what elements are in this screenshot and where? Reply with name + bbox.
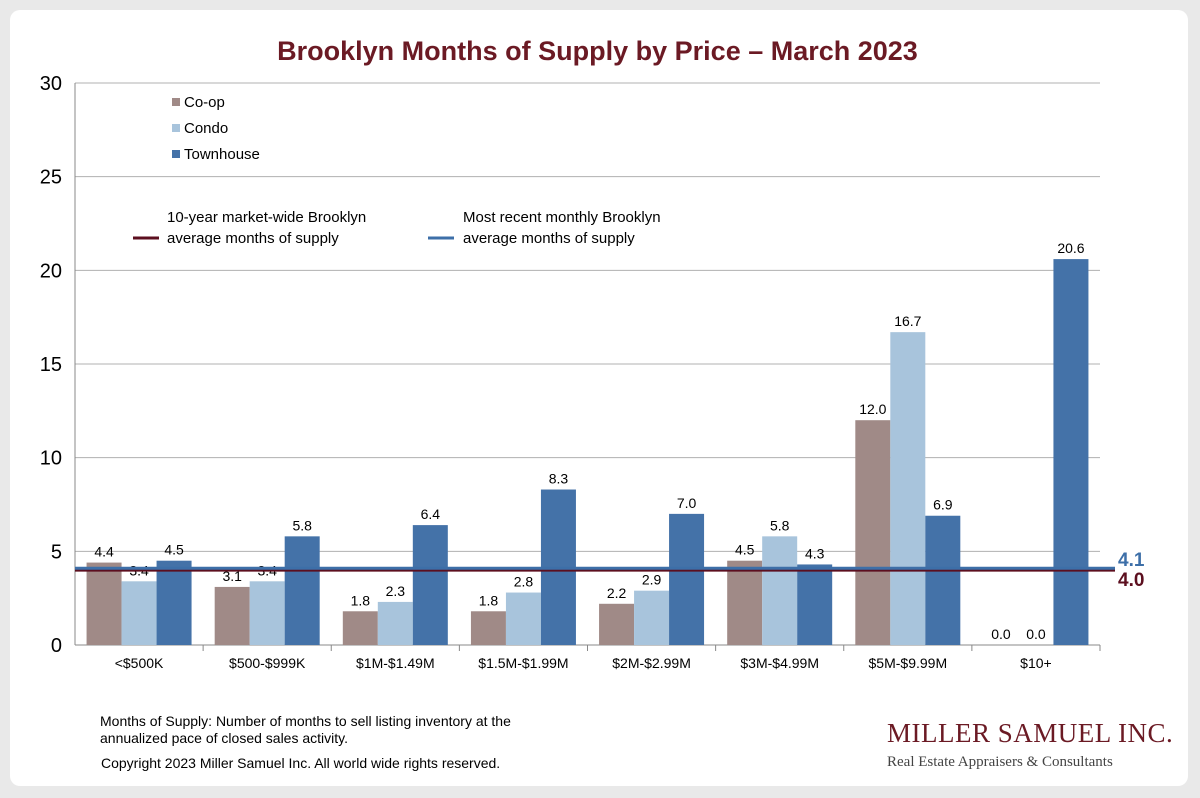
data-label: 2.8 [514, 574, 534, 590]
x-tick-label: $2M-$2.99M [612, 655, 691, 671]
legend-swatch-townhouse [172, 150, 180, 158]
bar-co-op [86, 562, 122, 645]
reference-line-label: 4.1 [1118, 550, 1145, 571]
y-tick-label: 25 [40, 167, 62, 189]
bar-condo [890, 332, 926, 645]
data-label: 1.8 [479, 592, 499, 608]
bar-townhouse [925, 515, 961, 645]
data-label: 2.2 [607, 585, 627, 601]
bar-townhouse [412, 525, 448, 645]
bar-townhouse [669, 513, 705, 645]
data-label: 4.4 [94, 544, 114, 560]
bar-co-op [599, 603, 635, 645]
reference-line-label: 4.0 [1118, 570, 1144, 591]
bar-townhouse [1053, 259, 1089, 645]
data-label: 5.8 [770, 517, 790, 533]
y-tick-label: 10 [40, 448, 62, 470]
bar-condo [505, 592, 541, 645]
chart-card: Brooklyn Months of Supply by Price – Mar… [10, 10, 1188, 786]
x-tick-label: $1M-$1.49M [356, 655, 435, 671]
data-label: 0.0 [1026, 626, 1046, 642]
data-label: 2.9 [642, 572, 662, 588]
data-label: 6.4 [421, 506, 441, 522]
bar-co-op [727, 560, 763, 645]
x-tick-label: $10+ [1020, 655, 1052, 671]
data-label: 6.9 [933, 497, 953, 513]
data-label: 20.6 [1057, 240, 1084, 256]
legend-line-text: Most recent monthly Brooklyn [463, 209, 661, 226]
bar-co-op [855, 420, 891, 645]
x-tick-label: $500-$999K [229, 655, 306, 671]
y-tick-label: 20 [40, 260, 62, 282]
legend-line-text: 10-year market-wide Brooklyn [167, 209, 366, 226]
bar-condo [249, 581, 285, 645]
data-label: 7.0 [677, 495, 697, 511]
x-tick-label: $5M-$9.99M [869, 655, 948, 671]
legend-label: Condo [184, 120, 228, 137]
y-tick-label: 30 [40, 73, 62, 95]
bar-co-op [342, 611, 378, 645]
x-tick-label: $3M-$4.99M [740, 655, 819, 671]
bar-townhouse [156, 560, 192, 645]
legend-label: Co-op [184, 94, 225, 111]
data-label: 4.5 [735, 542, 755, 558]
bar-condo [634, 590, 670, 645]
y-tick-label: 15 [40, 354, 62, 376]
bar-co-op [470, 611, 506, 645]
chart: Brooklyn Months of Supply by Price – Mar… [40, 36, 1145, 671]
data-label: 5.8 [292, 517, 312, 533]
data-label: 2.3 [386, 583, 406, 599]
legend-swatch-condo [172, 124, 180, 132]
data-label: 4.3 [805, 545, 825, 561]
bar-condo [762, 536, 798, 645]
x-tick-label: <$500K [115, 655, 164, 671]
bar-condo [377, 601, 413, 645]
legend-line-text: average months of supply [167, 230, 339, 247]
data-label: 3.1 [222, 568, 242, 584]
data-label: 4.5 [164, 542, 184, 558]
data-label: 16.7 [894, 313, 921, 329]
legend-swatch-co-op [172, 98, 180, 106]
copyright: Copyright 2023 Miller Samuel Inc. All wo… [101, 755, 501, 771]
data-label: 8.3 [549, 471, 569, 487]
brand-tagline: Real Estate Appraisers & Consultants [887, 754, 1113, 770]
y-tick-label: 0 [51, 635, 62, 657]
chart-title: Brooklyn Months of Supply by Price – Mar… [277, 36, 918, 66]
bar-condo [121, 581, 157, 645]
legend-line-text: average months of supply [463, 230, 635, 247]
bar-co-op [214, 586, 250, 645]
bar-townhouse [284, 536, 320, 645]
data-label: 0.0 [991, 626, 1011, 642]
x-tick-label: $1.5M-$1.99M [478, 655, 568, 671]
y-tick-label: 5 [51, 541, 62, 563]
legend-label: Townhouse [184, 146, 260, 163]
data-label: 12.0 [859, 401, 886, 417]
brand-name: MILLER SAMUEL INC. [887, 718, 1174, 748]
footnote: Months of Supply: Number of months to se… [100, 713, 511, 746]
data-label: 1.8 [351, 592, 371, 608]
bar-townhouse [797, 564, 833, 645]
